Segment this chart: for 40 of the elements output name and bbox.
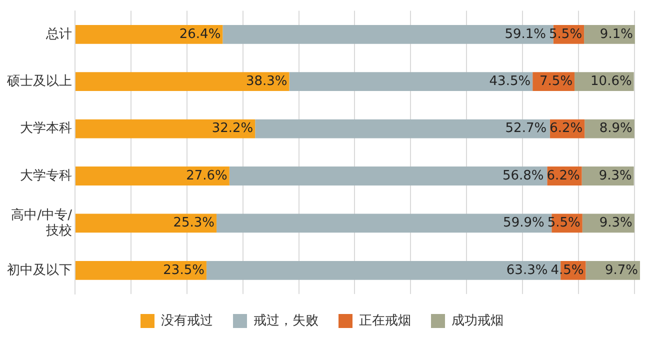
data-label: 9.7% [604,262,638,278]
data-label: 43.5% [489,74,531,89]
bar [76,72,290,92]
bar [76,166,230,186]
bar [255,119,550,138]
data-label: 27.6% [186,168,228,184]
legend-label: 戒过，失败 [254,313,318,328]
data-label: 6.2% [550,121,583,136]
data-label: 6.2% [546,168,580,184]
bar [76,24,223,44]
data-label: 26.4% [179,26,221,42]
data-label: 9.3% [599,216,632,231]
data-label: 23.5% [163,262,204,278]
data-label: 32.2% [212,121,254,136]
bar [76,119,256,138]
bar [229,166,548,186]
data-label: 9.3% [598,168,632,184]
legend-label: 正在戒烟 [359,313,411,328]
legend-label: 成功戒烟 [452,313,504,328]
data-label: 63.3% [506,262,548,278]
data-label: 59.1% [504,26,546,42]
y-tick-label: 大学专科 [20,168,72,184]
y-tick-label: 初中及以下 [7,262,72,278]
y-tick-label: 大学本科 [20,121,72,136]
y-tick-label: 高中/中专/技校 [11,206,73,238]
bar [289,72,533,92]
data-label: 59.9% [503,216,544,231]
legend-label: 没有戒过 [161,313,213,328]
data-label: 56.8% [502,168,544,184]
y-tick-label: 硕士及以上 [6,74,72,89]
data-label: 38.3% [246,74,288,89]
bar [76,260,206,280]
data-label: 25.3% [173,216,215,231]
data-label: 8.9% [599,121,632,136]
y-tick-label: 总计 [45,26,72,42]
bar [76,214,217,233]
data-label: 10.6% [590,74,632,89]
data-label: 9.1% [600,26,633,42]
data-label: 52.7% [505,121,547,136]
data-label: 7.5% [540,74,573,89]
